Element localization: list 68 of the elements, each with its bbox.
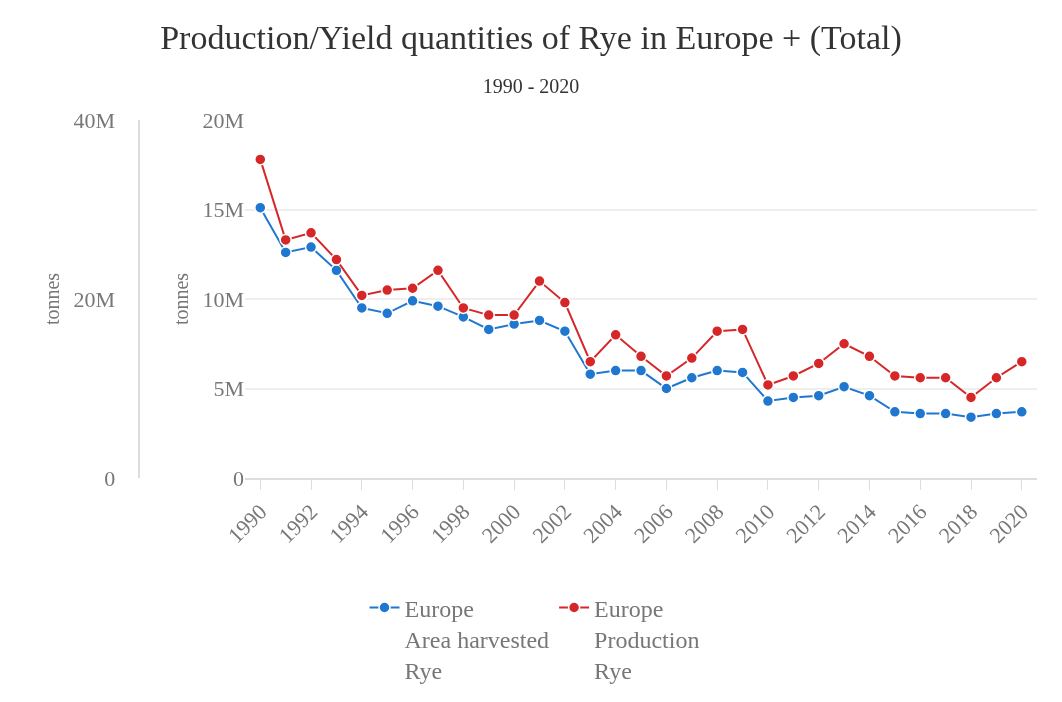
point bbox=[990, 407, 1003, 420]
point bbox=[355, 289, 369, 302]
point bbox=[304, 226, 318, 240]
point bbox=[888, 405, 902, 419]
point bbox=[584, 367, 597, 381]
y2-tick-label: 0 bbox=[104, 465, 116, 491]
y-tick-label: 15M bbox=[202, 197, 245, 223]
point bbox=[380, 283, 394, 297]
point bbox=[939, 371, 952, 385]
point bbox=[685, 351, 699, 365]
y-tick-label: 20M bbox=[202, 107, 245, 133]
y2-axis-title: tonnes bbox=[40, 272, 63, 326]
point bbox=[533, 314, 546, 327]
point bbox=[710, 324, 724, 338]
point bbox=[787, 369, 800, 383]
point bbox=[558, 296, 572, 309]
point bbox=[533, 274, 546, 288]
point bbox=[609, 364, 622, 377]
point bbox=[609, 328, 622, 342]
point bbox=[380, 307, 394, 320]
point bbox=[558, 324, 572, 338]
point bbox=[279, 246, 292, 259]
y-axis-title: tonnes bbox=[170, 272, 192, 326]
point bbox=[660, 382, 673, 395]
point bbox=[990, 371, 1003, 385]
point bbox=[482, 308, 495, 322]
y-tick-label: 10M bbox=[202, 286, 245, 312]
point bbox=[1015, 355, 1029, 368]
point bbox=[406, 294, 419, 308]
point bbox=[330, 253, 343, 266]
point bbox=[355, 301, 369, 315]
point bbox=[913, 371, 927, 385]
point bbox=[837, 380, 851, 393]
legend-label: Europe Area harvested Rye bbox=[404, 595, 550, 685]
y2-tick-label: 20M bbox=[73, 286, 116, 312]
point bbox=[837, 337, 851, 350]
point bbox=[634, 350, 648, 363]
point bbox=[1015, 405, 1029, 419]
point bbox=[507, 308, 521, 322]
y-tick-label: 5M bbox=[213, 376, 245, 402]
point bbox=[431, 264, 445, 277]
y2-tick-label: 40M bbox=[73, 107, 116, 133]
point bbox=[888, 369, 902, 383]
point bbox=[964, 391, 978, 404]
y-tick-label: 0 bbox=[233, 465, 245, 491]
point bbox=[685, 371, 699, 385]
point bbox=[812, 357, 825, 370]
point bbox=[812, 389, 825, 402]
point bbox=[634, 364, 648, 377]
point bbox=[913, 407, 927, 420]
chart-subtitle: 1990 - 2020 bbox=[482, 75, 580, 98]
point bbox=[761, 378, 775, 392]
point bbox=[787, 391, 800, 404]
point bbox=[482, 323, 495, 336]
point bbox=[964, 410, 978, 424]
point bbox=[710, 364, 724, 377]
point bbox=[736, 366, 749, 379]
point bbox=[457, 301, 470, 315]
point bbox=[736, 323, 749, 336]
point bbox=[279, 233, 292, 247]
chart-title: Production/Yield quantities of Rye in Europe + (Total) bbox=[160, 19, 902, 58]
point bbox=[761, 394, 775, 408]
point bbox=[431, 299, 445, 313]
point bbox=[939, 407, 952, 420]
legend-label: Europe Production Rye bbox=[594, 595, 700, 685]
point bbox=[863, 389, 876, 402]
point bbox=[304, 240, 318, 254]
point bbox=[660, 369, 673, 383]
